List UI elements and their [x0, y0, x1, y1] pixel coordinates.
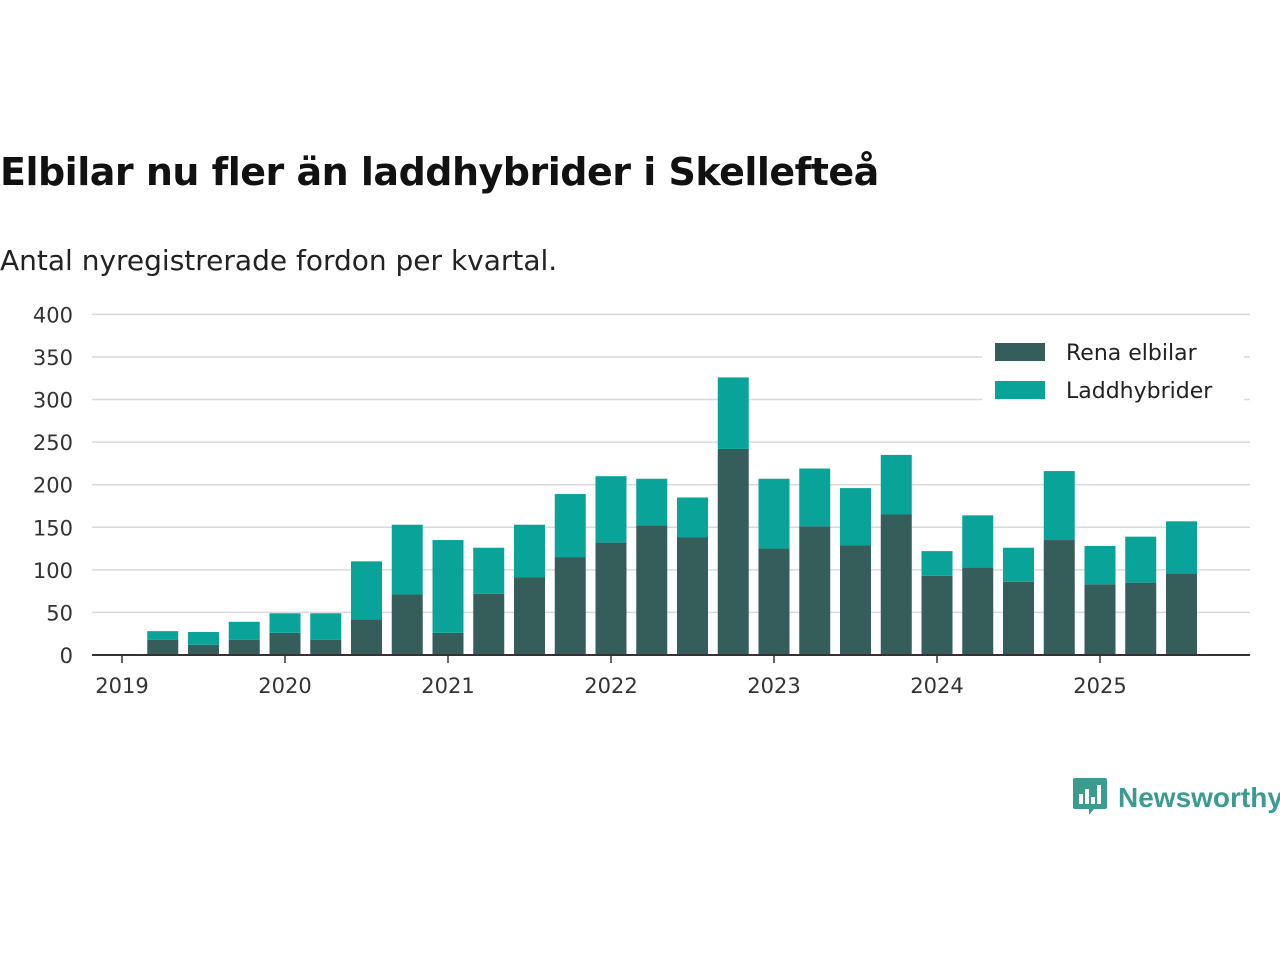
- y-tick-label: 300: [33, 389, 73, 413]
- bar-laddhybrider: [1043, 471, 1075, 541]
- chart-title: Elbilar nu fler än laddhybrider i Skelle…: [0, 150, 879, 194]
- legend-label: Rena elbilar: [1066, 341, 1198, 366]
- bar-rena-elbilar: [921, 575, 953, 655]
- bar-rena-elbilar: [758, 548, 790, 655]
- bar-laddhybrider: [1003, 547, 1034, 582]
- bar-laddhybrider: [228, 621, 260, 640]
- bar-laddhybrider: [554, 494, 586, 558]
- bar-rena-elbilar: [799, 526, 831, 655]
- newsworthy-logo-icon: [1072, 776, 1108, 820]
- bar-laddhybrider: [962, 515, 994, 568]
- bar-rena-elbilar: [269, 632, 301, 655]
- y-tick-label: 0: [60, 644, 73, 668]
- x-tick-label: 2022: [584, 674, 637, 698]
- bar-rena-elbilar: [1084, 584, 1116, 655]
- bar-laddhybrider: [921, 551, 953, 576]
- bar-rena-elbilar: [717, 448, 749, 655]
- y-tick-label: 400: [33, 303, 73, 327]
- y-tick-label: 150: [33, 516, 73, 540]
- bar-rena-elbilar: [554, 557, 586, 655]
- bar-rena-elbilar: [351, 619, 382, 655]
- bar-laddhybrider: [514, 524, 545, 578]
- x-tick-label: 2021: [421, 674, 474, 698]
- bar-rena-elbilar: [432, 632, 464, 655]
- bar-laddhybrider: [595, 476, 627, 543]
- bar-laddhybrider: [188, 632, 219, 645]
- bar-rena-elbilar: [1003, 581, 1034, 655]
- bar-rena-elbilar: [228, 639, 260, 655]
- y-tick-label: 200: [33, 474, 73, 498]
- x-tick-label: 2024: [910, 674, 963, 698]
- y-tick-label: 350: [33, 346, 73, 370]
- legend-swatch: [995, 381, 1045, 399]
- bar-rena-elbilar: [636, 525, 668, 655]
- bar-rena-elbilar: [188, 644, 219, 655]
- bar-rena-elbilar: [1125, 582, 1157, 655]
- bar-laddhybrider: [1166, 521, 1197, 574]
- bar-rena-elbilar: [514, 577, 545, 655]
- y-tick-label: 250: [33, 431, 73, 455]
- x-tick-label: 2025: [1073, 674, 1126, 698]
- bar-rena-elbilar: [880, 514, 912, 655]
- bar-laddhybrider: [473, 547, 505, 594]
- bar-laddhybrider: [880, 454, 912, 515]
- y-tick-label: 50: [46, 601, 73, 625]
- bar-laddhybrider: [840, 488, 871, 546]
- bar-rena-elbilar: [595, 542, 627, 655]
- x-tick-label: 2023: [747, 674, 800, 698]
- bar-rena-elbilar: [1166, 573, 1197, 655]
- bar-laddhybrider: [269, 613, 301, 633]
- bar-rena-elbilar: [677, 537, 708, 655]
- chart-subtitle: Antal nyregistrerade fordon per kvartal.: [0, 244, 558, 277]
- bars: [147, 377, 1197, 655]
- bar-rena-elbilar: [1043, 540, 1075, 655]
- bar-laddhybrider: [717, 377, 749, 449]
- bar-laddhybrider: [799, 468, 831, 527]
- bar-rena-elbilar: [391, 594, 423, 655]
- grid-lines: [92, 313, 1250, 614]
- bar-laddhybrider: [147, 631, 179, 640]
- bar-laddhybrider: [432, 540, 464, 633]
- brand-logo: Newsworthy: [1072, 776, 1280, 820]
- bar-laddhybrider: [758, 478, 790, 549]
- bar-laddhybrider: [391, 524, 423, 595]
- bar-rena-elbilar: [473, 593, 505, 655]
- stacked-bar-chart: 0 50 100 150 200 250 300 350 400 2019 2020 2021 202…: [33, 303, 1250, 698]
- bar-rena-elbilar: [840, 545, 871, 655]
- bar-laddhybrider: [677, 497, 708, 538]
- y-tick-label: 100: [33, 559, 73, 583]
- legend-label: Laddhybrider: [1066, 379, 1213, 404]
- bar-rena-elbilar: [147, 639, 179, 655]
- bar-laddhybrider: [310, 613, 342, 640]
- bar-laddhybrider: [351, 561, 382, 620]
- bar-laddhybrider: [1125, 536, 1157, 583]
- bar-rena-elbilar: [962, 567, 994, 655]
- x-tick-label: 2019: [95, 674, 148, 698]
- legend: Rena elbilar Laddhybrider: [982, 332, 1244, 410]
- bar-laddhybrider: [1084, 546, 1116, 585]
- legend-swatch: [995, 343, 1045, 361]
- x-tick-label: 2020: [258, 674, 311, 698]
- bar-rena-elbilar: [310, 639, 342, 655]
- x-axis: 2019 2020 2021 2022 2023 2024 2025: [92, 654, 1250, 698]
- brand-name: Newsworthy: [1118, 782, 1280, 813]
- y-axis-labels: 0 50 100 150 200 250 300 350 400: [33, 303, 73, 668]
- bar-laddhybrider: [636, 478, 668, 526]
